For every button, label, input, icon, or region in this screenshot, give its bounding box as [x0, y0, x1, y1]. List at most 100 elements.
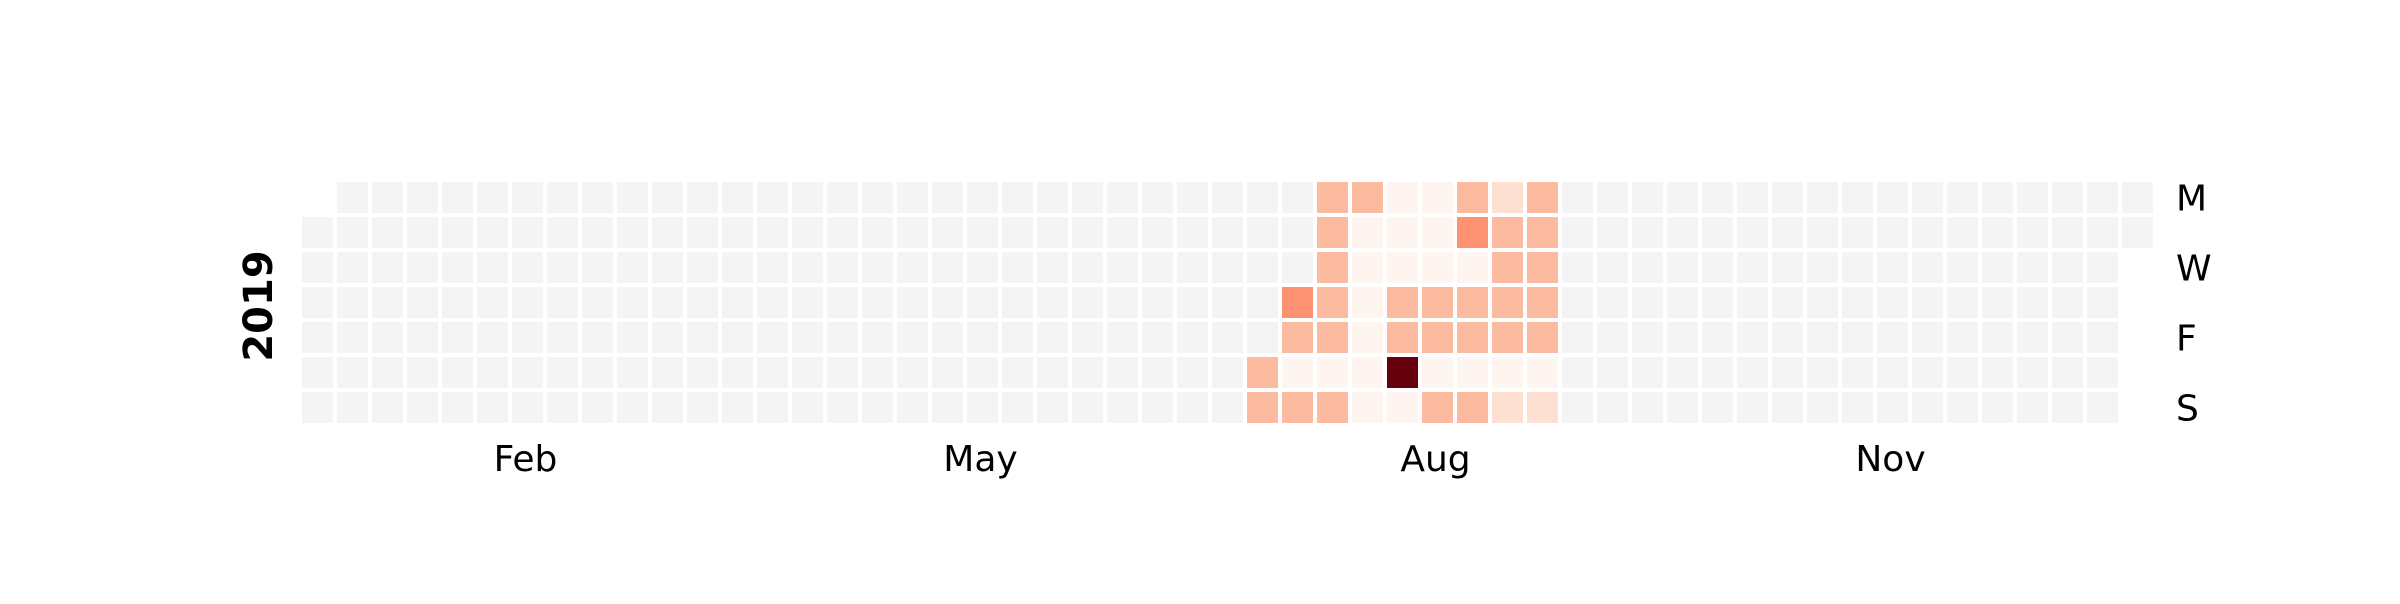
heatmap-cell: [827, 217, 858, 248]
month-tick-label: Aug: [1400, 439, 1470, 480]
heatmap-cell: [1737, 252, 1768, 283]
heatmap-cell: [862, 217, 893, 248]
heatmap-cell: [1352, 217, 1383, 248]
heatmap-cell: [792, 322, 823, 353]
heatmap-cell: [477, 357, 508, 388]
heatmap-cell: [862, 252, 893, 283]
heatmap-cell: [617, 217, 648, 248]
heatmap-cell: [1562, 217, 1593, 248]
heatmap-cell: [1387, 252, 1418, 283]
heatmap-cell: [1457, 322, 1488, 353]
heatmap-cell: [582, 217, 613, 248]
heatmap-cell: [1107, 357, 1138, 388]
heatmap-cell: [2017, 252, 2048, 283]
heatmap-cell: [1422, 392, 1453, 423]
heatmap-cell: [1842, 392, 1873, 423]
heatmap-cell: [1072, 322, 1103, 353]
heatmap-cell: [582, 392, 613, 423]
heatmap-cell: [337, 252, 368, 283]
heatmap-cell: [512, 322, 543, 353]
heatmap-cell: [1667, 287, 1698, 318]
heatmap-cell: [1982, 182, 2013, 213]
heatmap-cell: [1212, 322, 1243, 353]
heatmap-cell: [967, 392, 998, 423]
heatmap-cell: [1737, 357, 1768, 388]
heatmap-cell: [1492, 322, 1523, 353]
heatmap-cell: [1317, 322, 1348, 353]
heatmap-cell: [2052, 357, 2083, 388]
heatmap-cell: [442, 182, 473, 213]
heatmap-cell: [1142, 287, 1173, 318]
heatmap-cell: [1527, 392, 1558, 423]
heatmap-cell: [687, 287, 718, 318]
heatmap-cell: [1702, 217, 1733, 248]
heatmap-cell: [1037, 322, 1068, 353]
heatmap-cell: [1387, 182, 1418, 213]
heatmap-cell: [442, 322, 473, 353]
heatmap-cell: [1177, 322, 1208, 353]
month-tick-labels: Feb May Aug Nov: [494, 439, 1926, 480]
heatmap-cell: [967, 322, 998, 353]
heatmap-cell: [1177, 357, 1208, 388]
heatmap-cell: [1072, 217, 1103, 248]
heatmap-cell: [1772, 217, 1803, 248]
heatmap-cell: [1317, 182, 1348, 213]
heatmap-cell: [407, 252, 438, 283]
heatmap-cell: [652, 357, 683, 388]
heatmap-cell: [512, 217, 543, 248]
heatmap-cell: [1422, 217, 1453, 248]
heatmap-cell: [1002, 182, 1033, 213]
heatmap-cell: [1387, 392, 1418, 423]
heatmap-cell: [1632, 392, 1663, 423]
heatmap-cell: [477, 182, 508, 213]
heatmap-cell: [2087, 217, 2118, 248]
heatmap-cell: [1877, 357, 1908, 388]
heatmap-cell: [617, 322, 648, 353]
heatmap-cell: [1877, 287, 1908, 318]
heatmap-cell: [372, 357, 403, 388]
heatmap-cell: [337, 357, 368, 388]
heatmap-cell: [1982, 287, 2013, 318]
heatmap-cell: [757, 217, 788, 248]
heatmap-cell: [1317, 357, 1348, 388]
heatmap-cell: [652, 252, 683, 283]
heatmap-cell: [2052, 217, 2083, 248]
heatmap-cell: [1772, 357, 1803, 388]
heatmap-cell: [1282, 322, 1313, 353]
heatmap-cell: [1562, 182, 1593, 213]
heatmap-cell: [1107, 182, 1138, 213]
heatmap-cell: [722, 217, 753, 248]
heatmap-cell: [1982, 322, 2013, 353]
heatmap-cell: [757, 287, 788, 318]
heatmap-cell: [1352, 182, 1383, 213]
heatmap-cell: [1352, 392, 1383, 423]
heatmap-cell: [477, 287, 508, 318]
heatmap-cell: [932, 217, 963, 248]
heatmap-cell: [1422, 287, 1453, 318]
heatmap-cell: [1037, 392, 1068, 423]
heatmap-cell: [1702, 392, 1733, 423]
heatmap-cell: [547, 217, 578, 248]
heatmap-cell: [2017, 287, 2048, 318]
heatmap-cell: [1107, 217, 1138, 248]
heatmap-cell: [512, 252, 543, 283]
heatmap-cell: [372, 392, 403, 423]
heatmap-cell: [1807, 357, 1838, 388]
heatmap-cell: [372, 217, 403, 248]
heatmap-cell: [1002, 252, 1033, 283]
heatmap-cell: [1912, 392, 1943, 423]
heatmap-cell: [1037, 357, 1068, 388]
heatmap-cell: [512, 357, 543, 388]
heatmap-cell: [1982, 252, 2013, 283]
heatmap-cell: [932, 182, 963, 213]
heatmap-cell: [1807, 252, 1838, 283]
heatmap-cell: [827, 322, 858, 353]
heatmap-cell: [1667, 252, 1698, 283]
heatmap-cell: [897, 287, 928, 318]
heatmap-cell: [862, 287, 893, 318]
heatmap-cell: [862, 392, 893, 423]
heatmap-cell: [1142, 392, 1173, 423]
heatmap-cell: [862, 357, 893, 388]
heatmap-cell: [1317, 252, 1348, 283]
heatmap-cell: [1737, 322, 1768, 353]
